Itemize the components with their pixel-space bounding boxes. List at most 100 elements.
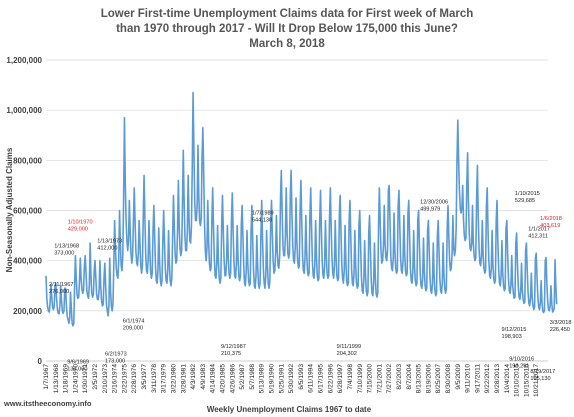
x-tick-label: 8/2/2003 <box>396 364 403 390</box>
annotation-date: 1/10/1970 <box>68 219 93 225</box>
annotation-date: 9/11/1999 <box>337 344 361 350</box>
annotation-date: 1/7/1989 <box>252 211 274 217</box>
y-axis-ticks: 0 200,000 400,000 600,000 800,000 1,000,000 1,… <box>6 56 42 366</box>
chart-title-line-1: Lower First-time Unemployment Claims dat… <box>101 8 474 20</box>
annotation-date: 9/12/1987 <box>221 344 246 350</box>
x-tick-label: 1/13/1968 <box>53 364 60 394</box>
x-tick-label: 5/13/1989 <box>259 364 266 394</box>
x-tick-label: 8/19/2006 <box>425 364 432 394</box>
annotation-date: 1/6/2018 <box>540 216 562 222</box>
x-tick-label: 1/18/1969 <box>63 364 70 394</box>
annotation-date: 3/3/2018 <box>550 320 572 326</box>
x-tick-label: 5/2/1987 <box>239 364 246 390</box>
x-tick-label: 5/19/1990 <box>269 364 276 394</box>
x-tick-label: 7/27/2002 <box>386 364 393 394</box>
y-gridlines <box>46 59 548 312</box>
chart-title-line-2: than 1970 through 2017 - Will It Drop Be… <box>116 23 458 35</box>
annotation-value: 133,000 <box>67 367 87 373</box>
annotation-date: 2/11/1967 <box>49 282 73 288</box>
annotation-date: 1/1/2017 <box>528 227 550 233</box>
x-tick-label: 8/7/2004 <box>406 364 413 390</box>
x-tick-label: 10/21/2017 <box>533 364 540 397</box>
annotation-value: 373,000 <box>54 250 74 256</box>
x-tick-label: 10/4/2014 <box>504 364 511 394</box>
x-tick-label: 9/11/2010 <box>465 364 472 393</box>
y-tick-label: 800,000 <box>13 156 42 165</box>
x-tick-label: 10/10/2015 <box>514 364 521 397</box>
x-tick-label: 9/5/2009 <box>455 364 462 390</box>
annotation-value: 499,979 <box>420 207 440 213</box>
annotation-value: 173,000 <box>105 359 125 365</box>
annotation-value: 276,000 <box>49 289 69 295</box>
x-tick-label: 6/11/1994 <box>308 364 315 393</box>
x-tick-label: 1/24/1970 <box>72 364 79 394</box>
x-tick-label: 5/30/1992 <box>288 364 295 394</box>
x-tick-label: 6/17/1995 <box>318 364 325 394</box>
annotation-value: 412,311 <box>528 234 548 240</box>
annotation-date: 6/1/1974 <box>123 319 145 325</box>
x-axis-title: Weekly Unemployment Claims 1967 to date <box>207 405 372 414</box>
annotation-date: 12/30/2006 <box>420 200 448 206</box>
x-tick-label: 4/3/1982 <box>190 364 197 390</box>
y-tick-label: 1,200,000 <box>6 56 42 65</box>
annotation-date: 8/19/2017 <box>530 369 555 375</box>
y-axis-title: Non-Seasonally Adjusted Claims <box>5 147 14 272</box>
x-tick-label: 3/5/1977 <box>141 364 148 390</box>
x-tick-label: 9/17/2011 <box>474 364 481 393</box>
annotation-value: 412,000 <box>97 246 117 252</box>
annotation-value: 429,000 <box>68 226 88 232</box>
x-tick-label: 8/25/2007 <box>435 364 442 394</box>
annotation-value: 226,450 <box>550 327 570 333</box>
annotation-date: 9/10/2016 <box>509 357 534 363</box>
annotation-date: 1/13/1973 <box>97 239 122 245</box>
x-tick-label: 6/5/1993 <box>298 364 305 390</box>
annotation-value: 193,291 <box>509 364 529 370</box>
annotation-date: 1/10/2015 <box>515 191 540 197</box>
x-tick-label: 4/14/1984 <box>210 364 217 394</box>
y-tick-label: 1,000,000 <box>6 106 42 115</box>
x-tick-label: 2/28/1976 <box>131 364 138 394</box>
series-line-claims <box>45 91 558 327</box>
chart-title: Lower First-time Unemployment Claims dat… <box>101 8 474 50</box>
annotation-value: 544,138 <box>252 218 272 224</box>
annotation-date: 6/2/1973 <box>105 352 127 358</box>
annotation-date: 9/6/1969 <box>67 360 89 366</box>
x-axis-ticks: 1/7/1967 1/13/1968 1/18/1969 1/24/1970 1/30/… <box>43 364 540 397</box>
annotation-value: 204,302 <box>337 351 357 357</box>
x-tick-label: 7/10/1999 <box>357 364 364 394</box>
y-tick-label: 0 <box>38 357 43 366</box>
website-credit: www.itstheeconomy.info <box>3 399 92 408</box>
y-tick-label: 600,000 <box>13 207 42 216</box>
x-tick-label: 9/28/2013 <box>494 364 501 394</box>
y-tick-label: 400,000 <box>13 257 42 266</box>
x-tick-label: 8/13/2005 <box>416 364 423 394</box>
x-tick-label: 3/17/1979 <box>161 364 168 394</box>
x-tick-label: 2/22/1975 <box>121 364 128 394</box>
x-tick-label: 7/21/2001 <box>376 364 383 394</box>
x-tick-label: 6/28/1997 <box>337 364 344 394</box>
x-tick-label: 7/15/2000 <box>367 364 374 394</box>
x-tick-label: 4/20/1985 <box>219 364 226 394</box>
y-tick-label: 200,000 <box>13 307 42 316</box>
x-tick-label: 3/22/1980 <box>170 364 177 394</box>
x-tick-label: 6/22/1996 <box>327 364 334 394</box>
x-tick-label: 2/5/1972 <box>92 364 99 390</box>
chart-title-line-3: March 8, 2018 <box>249 38 325 50</box>
x-tick-label: 2/10/1973 <box>102 364 109 394</box>
x-tick-label: 8/30/2008 <box>445 364 452 394</box>
annotation-value: 210,375 <box>221 351 241 357</box>
annotation-value: 195,130 <box>530 376 550 382</box>
annotation-date: 1/13/1968 <box>54 243 79 249</box>
x-tick-label: 3/28/1981 <box>180 364 187 394</box>
x-tick-label: 1/30/1971 <box>82 364 89 394</box>
x-tick-label: 5/25/1991 <box>278 364 285 394</box>
x-tick-label: 7/4/1998 <box>347 364 354 390</box>
annotation-value: 209,000 <box>123 326 143 332</box>
x-tick-label: 2/16/1974 <box>112 364 119 394</box>
x-tick-label: 3/11/1978 <box>151 364 158 393</box>
x-tick-label: 4/26/1986 <box>229 364 236 394</box>
annotation-date: 9/12/2015 <box>501 327 526 333</box>
annotation-value: 198,903 <box>501 334 521 340</box>
